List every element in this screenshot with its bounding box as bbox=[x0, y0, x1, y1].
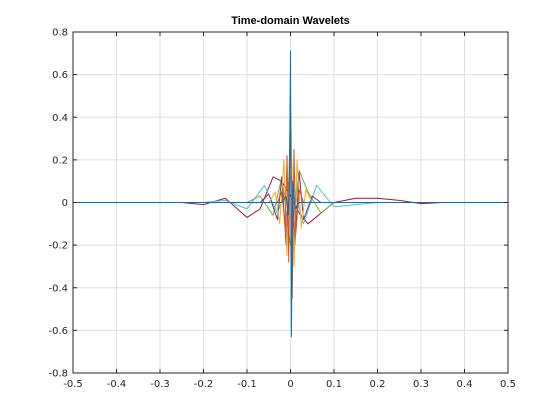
series-layer bbox=[73, 50, 508, 338]
y-tick-label: 0.2 bbox=[52, 155, 68, 166]
y-tick-label: -0.4 bbox=[48, 283, 68, 294]
y-tick-label: 0.6 bbox=[52, 70, 68, 81]
y-tick-label: 0.8 bbox=[52, 28, 68, 39]
y-tick-label: -0.2 bbox=[48, 241, 68, 252]
y-tick-label: -0.6 bbox=[48, 326, 68, 337]
x-tick-label: 0.3 bbox=[413, 379, 429, 390]
y-tick-label: 0.4 bbox=[52, 113, 68, 124]
x-tick-label: -0.2 bbox=[194, 379, 214, 390]
x-tick-label: 0.2 bbox=[370, 379, 386, 390]
series-line-1 bbox=[73, 50, 508, 338]
ticks bbox=[72, 31, 509, 374]
x-tick-label: -0.4 bbox=[107, 379, 127, 390]
x-tick-label: 0 bbox=[287, 379, 293, 390]
x-tick-label: -0.5 bbox=[63, 379, 83, 390]
x-tick-label: -0.1 bbox=[237, 379, 257, 390]
x-tick-label: 0.5 bbox=[500, 379, 516, 390]
series-line-5 bbox=[73, 170, 508, 246]
x-tick-label: 0.4 bbox=[457, 379, 473, 390]
y-tick-label: 0 bbox=[62, 198, 68, 209]
x-tick-labels: -0.5 -0.4 -0.3 -0.2 -0.1 0 0.1 0.2 0.3 0.4 0.5 bbox=[63, 379, 516, 390]
x-tick-label: 0.1 bbox=[326, 379, 342, 390]
y-tick-labels: -0.8 -0.6 -0.4 -0.2 0 0.2 0.4 0.6 0.8 bbox=[48, 28, 68, 380]
y-tick-label: -0.8 bbox=[48, 369, 68, 380]
series-line-7 bbox=[73, 176, 508, 225]
x-tick-label: -0.3 bbox=[150, 379, 170, 390]
chart-title: Time-domain Wavelets bbox=[231, 15, 350, 27]
